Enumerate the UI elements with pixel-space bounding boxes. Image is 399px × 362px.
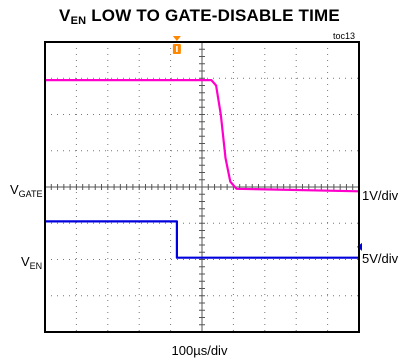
- series-label-vgate: VGATE: [10, 182, 43, 199]
- figure-reference: toc13: [332, 31, 355, 41]
- series-label-ven: VEN: [21, 254, 43, 271]
- markers: [172, 36, 362, 251]
- series-scale-ven: 5V/div: [362, 251, 399, 266]
- x-scale-label: 100µs/div: [171, 343, 228, 358]
- grid: [44, 41, 360, 333]
- trigger-arrow: [172, 36, 181, 41]
- trace-0: [45, 78, 360, 193]
- traces: [45, 78, 360, 259]
- plot-frame: [44, 41, 360, 333]
- trace-1: [45, 220, 359, 259]
- chart-title: VEN LOW TO GATE-DISABLE TIME: [59, 6, 340, 27]
- series-scale-vgate: 1V/div: [362, 188, 399, 203]
- trigger-marker-glyph: [176, 46, 178, 52]
